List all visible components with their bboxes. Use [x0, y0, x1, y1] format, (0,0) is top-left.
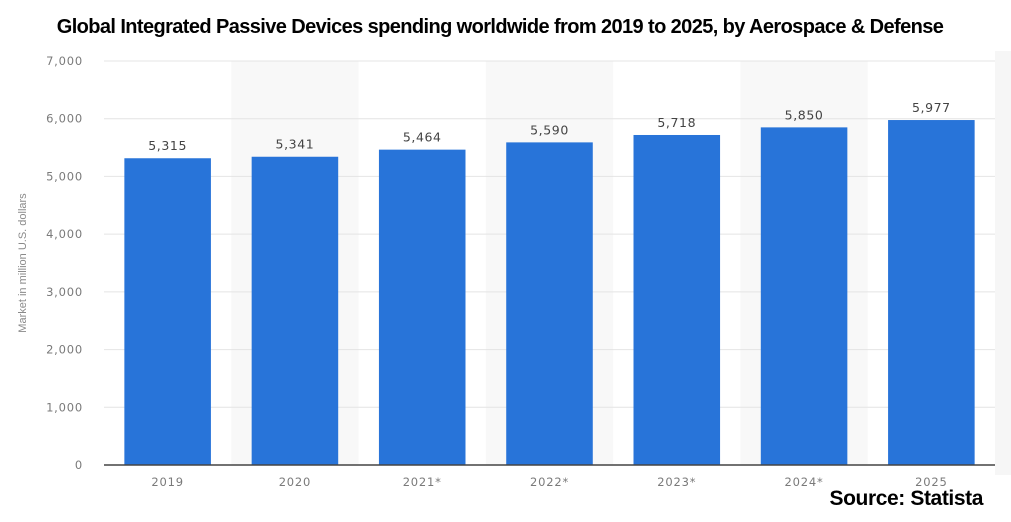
bar	[633, 134, 721, 465]
x-tick-label: 2025	[915, 475, 947, 489]
data-label: 5,464	[403, 130, 442, 145]
bar	[251, 156, 339, 466]
y-axis-title: Market in million U.S. dollars	[17, 193, 29, 333]
bar	[760, 127, 848, 465]
x-tick-label: 2022*	[530, 475, 569, 489]
x-tick-label: 2019	[151, 475, 183, 489]
data-label: 5,315	[148, 138, 187, 153]
data-label: 5,341	[276, 137, 315, 152]
y-tick-label: 1,000	[46, 400, 83, 414]
y-tick-label: 0	[75, 458, 83, 472]
x-axis-ticks: 2019 2020 2021* 2022* 2023* 2024* 2025	[151, 475, 947, 489]
x-tick-label: 2024*	[785, 475, 824, 489]
right-edge-band	[995, 51, 1011, 475]
bar	[506, 142, 593, 465]
x-tick-label: 2020	[279, 475, 311, 489]
data-labels: 5,315 5,341 5,464 5,590 5,718 5,850 5,977	[148, 100, 951, 153]
bar	[888, 120, 975, 465]
data-label: 5,850	[785, 107, 824, 122]
y-tick-label: 4,000	[46, 227, 83, 241]
data-label: 5,718	[657, 115, 696, 130]
y-axis-ticks: 0 1,000 2,000 3,000 4,000 5,000 6,000 7,000	[46, 54, 83, 472]
chart-title: Global Integrated Passive Devices spendi…	[56, 16, 944, 38]
y-tick-label: 6,000	[46, 112, 83, 126]
bars	[124, 120, 975, 466]
bar	[124, 158, 211, 465]
data-label: 5,590	[530, 122, 569, 137]
bar	[378, 149, 466, 465]
y-tick-label: 2,000	[46, 343, 83, 357]
y-tick-label: 5,000	[46, 169, 83, 183]
x-tick-label: 2023*	[657, 475, 696, 489]
y-tick-label: 7,000	[46, 54, 83, 68]
data-label: 5,977	[912, 100, 951, 115]
y-tick-label: 3,000	[46, 285, 83, 299]
source-label: Source: Statista	[829, 487, 984, 510]
x-tick-label: 2021*	[403, 475, 442, 489]
